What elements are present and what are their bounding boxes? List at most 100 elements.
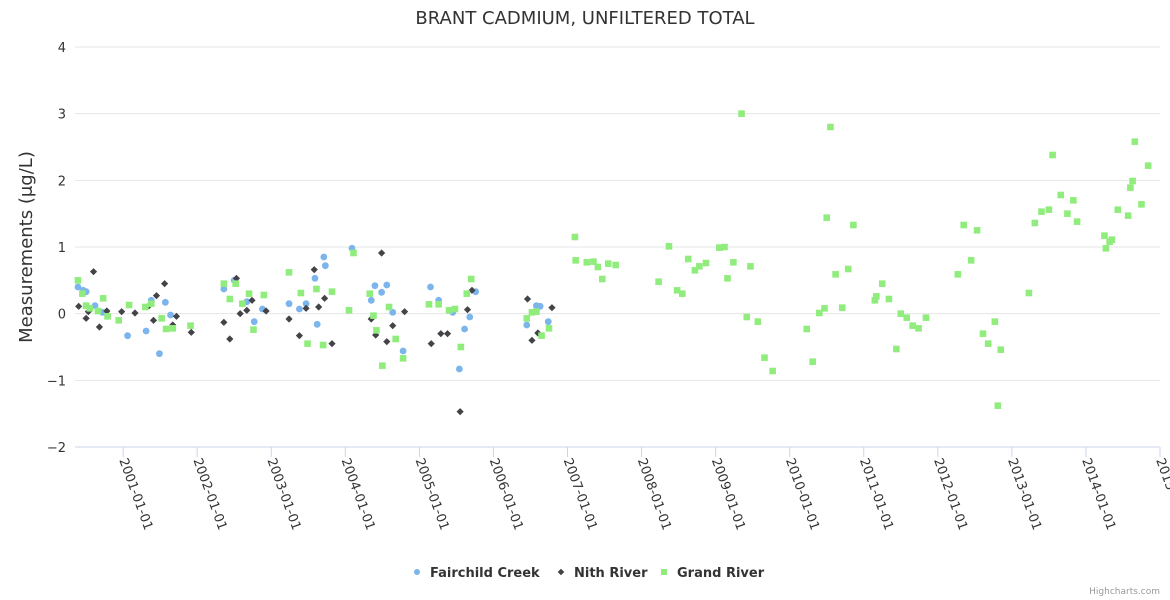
data-point[interactable]	[538, 332, 545, 339]
data-point[interactable]	[187, 322, 194, 329]
data-point[interactable]	[383, 281, 391, 289]
data-point[interactable]	[156, 350, 163, 358]
data-point[interactable]	[1045, 206, 1053, 213]
data-point[interactable]	[1064, 210, 1071, 217]
data-point[interactable]	[82, 302, 90, 309]
data-point[interactable]	[696, 263, 703, 270]
data-point[interactable]	[455, 365, 463, 373]
data-point[interactable]	[665, 243, 673, 250]
data-point[interactable]	[95, 323, 104, 331]
data-point[interactable]	[544, 318, 552, 326]
data-point[interactable]	[1129, 177, 1136, 185]
data-point[interactable]	[809, 358, 816, 365]
data-point[interactable]	[528, 336, 536, 344]
data-point[interactable]	[427, 340, 435, 348]
data-point[interactable]	[75, 302, 83, 310]
data-point[interactable]	[878, 280, 886, 287]
data-point[interactable]	[743, 313, 751, 321]
data-point[interactable]	[594, 263, 602, 271]
data-point[interactable]	[463, 306, 472, 314]
data-point[interactable]	[378, 249, 386, 257]
data-point[interactable]	[232, 274, 241, 282]
data-point[interactable]	[378, 288, 386, 296]
data-point[interactable]	[612, 261, 619, 269]
data-point[interactable]	[74, 283, 82, 291]
data-point[interactable]	[371, 282, 379, 290]
data-point[interactable]	[997, 346, 1005, 353]
data-point[interactable]	[583, 259, 591, 266]
data-point[interactable]	[821, 305, 828, 312]
data-point[interactable]	[873, 293, 880, 300]
data-point[interactable]	[91, 302, 99, 310]
data-point[interactable]	[1073, 218, 1081, 225]
data-point[interactable]	[716, 244, 723, 251]
data-point[interactable]	[702, 259, 710, 267]
data-point[interactable]	[248, 296, 256, 304]
data-point[interactable]	[124, 332, 131, 340]
data-point[interactable]	[385, 303, 393, 311]
data-point[interactable]	[167, 311, 174, 319]
data-point[interactable]	[345, 307, 353, 314]
data-point[interactable]	[367, 296, 375, 304]
data-point[interactable]	[389, 308, 397, 316]
data-point[interactable]	[897, 310, 905, 317]
data-point[interactable]	[86, 305, 94, 312]
data-point[interactable]	[1049, 151, 1056, 159]
data-point[interactable]	[131, 309, 139, 317]
data-point[interactable]	[548, 304, 556, 312]
data-point[interactable]	[296, 305, 303, 313]
data-point[interactable]	[373, 327, 380, 334]
data-point[interactable]	[590, 258, 597, 265]
data-point[interactable]	[328, 288, 336, 295]
data-point[interactable]	[1070, 197, 1077, 204]
data-point[interactable]	[400, 308, 409, 316]
data-point[interactable]	[691, 267, 699, 274]
data-point[interactable]	[383, 338, 391, 346]
data-point[interactable]	[220, 285, 228, 293]
data-point[interactable]	[389, 322, 397, 330]
data-point[interactable]	[320, 253, 328, 261]
data-point[interactable]	[350, 249, 357, 257]
data-point[interactable]	[89, 268, 98, 276]
data-point[interactable]	[443, 330, 452, 338]
data-point[interactable]	[523, 295, 532, 303]
data-point[interactable]	[523, 315, 531, 322]
data-point[interactable]	[463, 290, 471, 297]
data-point[interactable]	[721, 243, 728, 251]
data-point[interactable]	[311, 274, 319, 282]
data-point[interactable]	[118, 308, 126, 316]
data-point[interactable]	[399, 355, 407, 362]
data-point[interactable]	[262, 307, 270, 315]
data-point[interactable]	[571, 233, 579, 241]
data-point[interactable]	[838, 304, 846, 311]
data-point[interactable]	[1124, 212, 1132, 219]
data-point[interactable]	[850, 221, 857, 229]
data-point[interactable]	[313, 320, 321, 328]
data-point[interactable]	[451, 305, 459, 313]
data-point[interactable]	[747, 263, 754, 270]
data-point[interactable]	[545, 325, 553, 332]
data-point[interactable]	[1138, 201, 1145, 208]
data-point[interactable]	[236, 310, 244, 318]
data-point[interactable]	[425, 301, 433, 308]
data-point[interactable]	[844, 265, 852, 273]
data-point[interactable]	[572, 257, 579, 264]
data-point[interactable]	[82, 314, 90, 322]
data-point[interactable]	[1114, 206, 1122, 213]
data-point[interactable]	[761, 354, 768, 361]
data-point[interactable]	[437, 330, 445, 338]
data-point[interactable]	[320, 294, 329, 302]
data-point[interactable]	[1031, 219, 1039, 227]
data-point[interactable]	[172, 312, 181, 320]
data-point[interactable]	[169, 325, 177, 332]
data-point[interactable]	[220, 318, 228, 326]
data-point[interactable]	[903, 314, 911, 321]
data-point[interactable]	[1131, 138, 1139, 145]
data-point[interactable]	[1108, 236, 1116, 243]
data-point[interactable]	[1025, 289, 1033, 297]
data-point[interactable]	[226, 295, 234, 303]
data-point[interactable]	[162, 325, 170, 333]
data-point[interactable]	[466, 313, 474, 321]
data-point[interactable]	[738, 110, 745, 117]
data-point[interactable]	[295, 332, 304, 340]
